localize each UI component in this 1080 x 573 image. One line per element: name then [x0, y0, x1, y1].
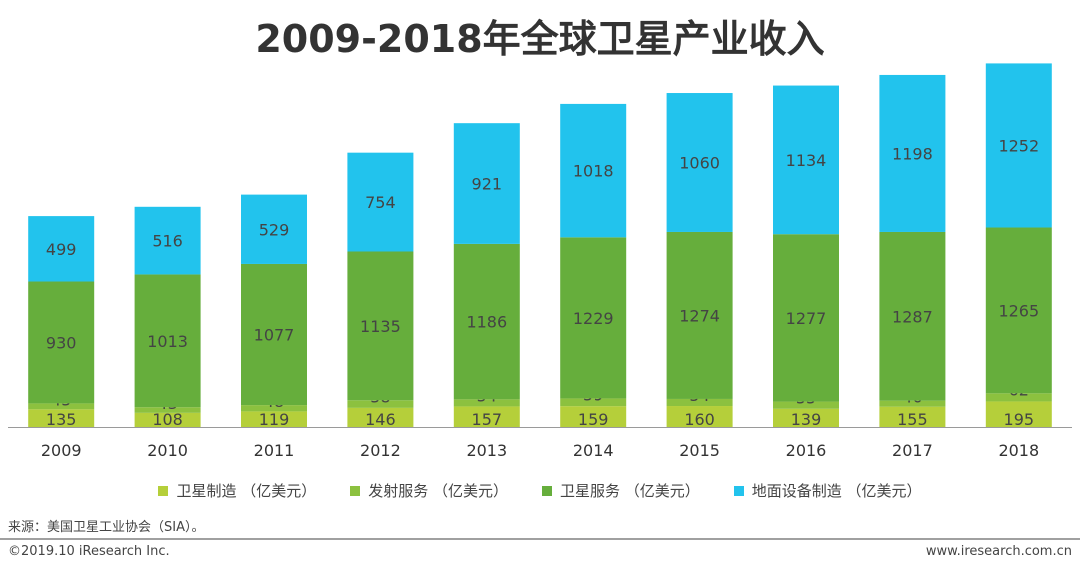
bar-ground-equipment-2016: [773, 85, 839, 235]
data-label-satellite-services-2009: 930: [46, 333, 77, 352]
bar-launch-services-2012: [347, 400, 414, 408]
bar-satellite-manufacturing-2009: [28, 409, 95, 427]
data-label-satellite-services-2013: 1186: [466, 313, 507, 332]
chart-legend: 卫星制造 （亿美元） 发射服务 （亿美元） 卫星服务 （亿美元） 地面设备制造 …: [0, 480, 1080, 501]
data-label-ground-equipment-2009: 499: [46, 240, 77, 259]
x-tick-label-2017: 2017: [892, 441, 933, 460]
bar-launch-services-2013: [453, 399, 520, 407]
bar-satellite-services-2013: [453, 243, 520, 400]
data-label-satellite-manufacturing-2015: 160: [684, 410, 715, 429]
source-note: 来源：美国卫星工业协会（SIA）。: [8, 520, 205, 535]
data-label-ground-equipment-2011: 529: [259, 220, 290, 239]
bar-launch-services-2010: [134, 407, 201, 413]
legend-swatch-launch-services: [350, 485, 361, 496]
data-label-satellite-manufacturing-2011: 119: [259, 410, 290, 429]
x-tick-label-2012: 2012: [360, 441, 401, 460]
legend-label-launch-services: 发射服务 （亿美元）: [368, 482, 508, 500]
bar-satellite-manufacturing-2011: [241, 411, 307, 427]
bar-ground-equipment-2012: [347, 152, 414, 252]
bar-satellite-services-2016: [773, 234, 839, 402]
copyright-text: ©2019.10 iResearch Inc.: [8, 544, 170, 559]
data-label-satellite-manufacturing-2012: 146: [365, 410, 396, 429]
legend-label-ground-equipment: 地面设备制造 （亿美元）: [751, 482, 922, 500]
bar-satellite-manufacturing-2016: [773, 408, 839, 427]
data-label-satellite-manufacturing-2013: 157: [472, 410, 503, 429]
legend-swatch-satellite-manufacturing: [158, 485, 169, 496]
bar-launch-services-2015: [666, 398, 733, 407]
data-label-satellite-services-2010: 1013: [147, 332, 188, 351]
data-label-ground-equipment-2010: 516: [152, 232, 183, 251]
bar-launch-services-2011: [241, 405, 307, 412]
bar-ground-equipment-2017: [879, 74, 946, 232]
website-link[interactable]: www.iresearch.com.cn: [925, 544, 1072, 559]
bar-launch-services-2009: [28, 403, 95, 410]
data-label-ground-equipment-2012: 754: [365, 193, 396, 212]
bar-satellite-manufacturing-2017: [879, 406, 946, 427]
legend-item-satellite-manufacturing: 卫星制造 （亿美元）: [158, 480, 316, 501]
legend-label-satellite-services: 卫星服务 （亿美元）: [560, 482, 700, 500]
bar-ground-equipment-2009: [28, 216, 95, 282]
bar-ground-equipment-2010: [134, 206, 201, 275]
data-label-satellite-manufacturing-2018: 195: [1004, 410, 1035, 429]
bar-launch-services-2014: [560, 398, 627, 407]
bar-launch-services-2018: [985, 393, 1052, 402]
data-label-ground-equipment-2018: 1252: [998, 136, 1039, 155]
bar-satellite-services-2009: [28, 281, 95, 404]
legend-swatch-ground-equipment: [733, 485, 744, 496]
legend-swatch-satellite-services: [542, 485, 552, 496]
x-tick-label-2013: 2013: [466, 441, 507, 460]
x-tick-label-2015: 2015: [679, 441, 720, 460]
data-label-ground-equipment-2016: 1134: [786, 151, 827, 170]
bar-ground-equipment-2013: [453, 123, 520, 244]
data-label-satellite-manufacturing-2009: 135: [46, 410, 77, 429]
data-label-ground-equipment-2017: 1198: [892, 144, 933, 163]
stacked-bar-chart: 1354593049920091084310135162010119481077…: [8, 63, 1072, 460]
bar-ground-equipment-2015: [666, 93, 733, 232]
data-label-ground-equipment-2013: 921: [472, 175, 503, 194]
data-label-satellite-manufacturing-2014: 159: [578, 410, 609, 429]
data-label-satellite-manufacturing-2017: 155: [897, 410, 928, 429]
data-label-satellite-services-2018: 1265: [998, 301, 1039, 320]
legend-item-ground-equipment: 地面设备制造 （亿美元）: [733, 480, 922, 501]
x-tick-label-2014: 2014: [573, 441, 614, 460]
bar-ground-equipment-2014: [560, 103, 627, 238]
x-tick-label-2016: 2016: [786, 441, 827, 460]
x-tick-label-2011: 2011: [254, 441, 295, 460]
x-tick-label-2009: 2009: [41, 441, 82, 460]
bar-satellite-services-2014: [560, 237, 627, 399]
bar-ground-equipment-2011: [241, 194, 307, 264]
bar-satellite-services-2015: [666, 231, 733, 399]
data-label-ground-equipment-2014: 1018: [573, 162, 614, 181]
data-label-satellite-services-2012: 1135: [360, 317, 401, 336]
bar-satellite-services-2017: [879, 231, 946, 401]
footer-divider: [0, 538, 1080, 540]
bar-satellite-manufacturing-2010: [134, 412, 201, 427]
bar-launch-services-2017: [879, 400, 946, 407]
bar-satellite-services-2010: [134, 274, 201, 408]
bar-satellite-manufacturing-2013: [453, 406, 520, 427]
bar-satellite-manufacturing-2015: [666, 406, 733, 427]
data-label-satellite-manufacturing-2010: 108: [152, 410, 183, 429]
data-label-satellite-services-2011: 1077: [254, 326, 295, 345]
bar-satellite-services-2018: [985, 227, 1052, 394]
x-tick-label-2010: 2010: [147, 441, 188, 460]
bar-satellite-manufacturing-2012: [347, 407, 414, 427]
data-label-satellite-services-2016: 1277: [786, 309, 827, 328]
legend-item-launch-services: 发射服务 （亿美元）: [350, 480, 508, 501]
bar-satellite-manufacturing-2018: [985, 401, 1052, 427]
legend-label-satellite-manufacturing: 卫星制造 （亿美元）: [176, 482, 317, 500]
data-label-satellite-services-2014: 1229: [573, 309, 614, 328]
bar-satellite-services-2011: [241, 263, 307, 406]
bar-satellite-manufacturing-2014: [560, 406, 627, 427]
data-label-satellite-services-2015: 1274: [679, 306, 720, 325]
data-label-satellite-manufacturing-2016: 139: [791, 410, 822, 429]
legend-item-satellite-services: 卫星服务 （亿美元）: [542, 480, 700, 501]
bar-launch-services-2016: [773, 401, 839, 409]
bar-ground-equipment-2018: [985, 63, 1052, 228]
chart-title: 2009-2018年全球卫星产业收入: [255, 17, 825, 61]
bar-satellite-services-2012: [347, 251, 414, 401]
data-label-satellite-services-2017: 1287: [892, 307, 933, 326]
data-label-ground-equipment-2015: 1060: [679, 153, 720, 172]
x-tick-label-2018: 2018: [998, 441, 1039, 460]
